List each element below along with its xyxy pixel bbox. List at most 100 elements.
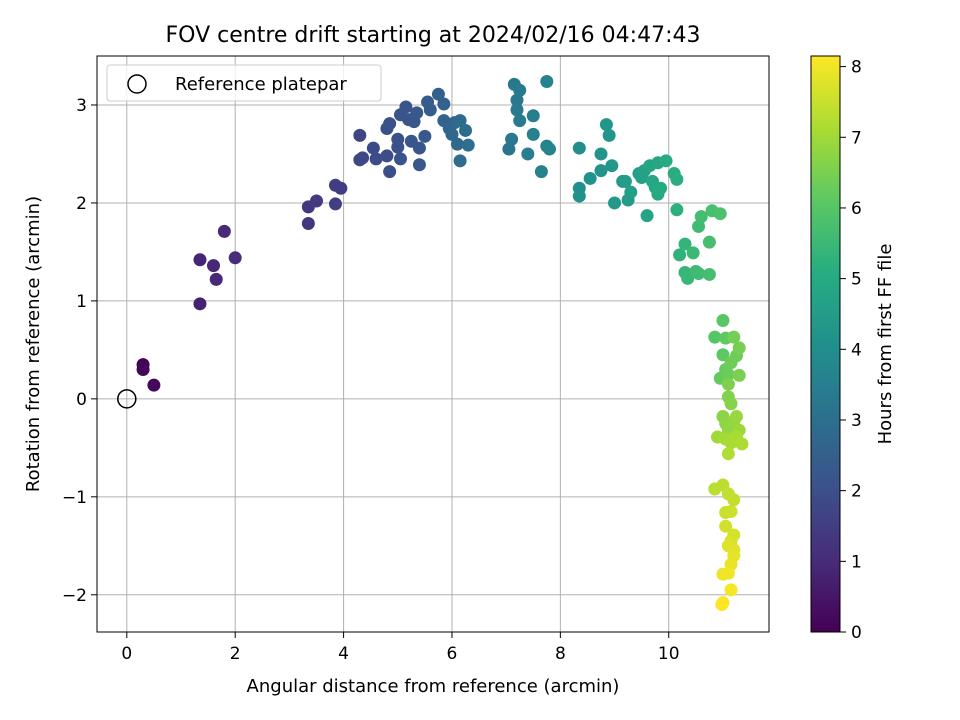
data-point xyxy=(721,566,735,580)
legend-box xyxy=(106,64,382,102)
data-point xyxy=(412,158,426,172)
data-point xyxy=(534,165,548,179)
data-point xyxy=(450,137,464,151)
data-point xyxy=(692,219,706,233)
data-point xyxy=(513,114,527,128)
data-point xyxy=(399,100,413,114)
data-point xyxy=(678,237,692,251)
x-tick-label: 0 xyxy=(121,644,132,664)
data-point xyxy=(369,152,383,166)
x-tick-label: 10 xyxy=(658,644,680,664)
data-point xyxy=(692,266,706,280)
data-point xyxy=(309,194,323,208)
plot-background xyxy=(97,56,769,632)
data-point xyxy=(659,154,673,168)
data-point xyxy=(727,493,741,507)
data-point xyxy=(670,172,684,186)
data-point xyxy=(727,330,741,344)
data-point xyxy=(453,114,467,128)
x-tick-label: 8 xyxy=(555,644,566,664)
x-tick-label: 4 xyxy=(338,644,349,664)
data-point xyxy=(217,224,231,238)
data-point xyxy=(380,149,394,163)
data-point xyxy=(423,103,437,117)
data-point xyxy=(526,109,540,123)
legend: Reference platepar xyxy=(106,64,382,102)
y-tick-label: 2 xyxy=(76,194,87,214)
y-tick-label: −1 xyxy=(62,488,87,508)
legend-marker-icon xyxy=(127,74,147,94)
data-point xyxy=(209,272,223,286)
y-axis-label: Rotation from reference (arcmin) xyxy=(23,196,44,492)
legend-label: Reference platepar xyxy=(175,74,347,95)
colorbar-tick-label: 2 xyxy=(851,482,862,502)
data-point xyxy=(147,378,161,392)
data-point xyxy=(670,203,684,217)
data-point xyxy=(193,253,207,267)
data-point xyxy=(393,152,407,166)
colorbar-tick-label: 8 xyxy=(851,58,862,78)
scatter-points xyxy=(136,74,749,612)
data-point xyxy=(366,141,380,155)
colorbar-tick-label: 7 xyxy=(851,128,862,148)
data-point xyxy=(526,127,540,141)
data-point xyxy=(513,83,527,97)
data-point xyxy=(540,74,554,88)
data-point xyxy=(735,437,749,451)
data-point xyxy=(721,377,735,391)
data-point xyxy=(410,106,424,120)
y-tick-label: 0 xyxy=(76,390,87,410)
y-tick-label: 3 xyxy=(76,96,87,116)
data-point xyxy=(654,181,668,195)
data-point xyxy=(724,505,738,519)
data-point xyxy=(445,127,459,141)
data-point xyxy=(716,348,730,362)
data-point xyxy=(334,181,348,195)
grid xyxy=(97,56,769,632)
data-point xyxy=(640,209,654,223)
data-point xyxy=(193,297,207,311)
data-point xyxy=(608,196,622,210)
data-point xyxy=(732,341,746,355)
data-point xyxy=(686,246,700,260)
data-point xyxy=(521,147,535,161)
data-point xyxy=(713,207,727,221)
colorbar-label: Hours from first FF file xyxy=(875,244,896,445)
data-point xyxy=(383,117,397,131)
data-point xyxy=(301,217,315,231)
colorbar: 0 1 2 3 4 5 6 7 8 Hours from first FF file xyxy=(810,55,896,643)
data-point xyxy=(431,87,445,101)
data-point xyxy=(618,174,632,188)
colorbar-ticks: 0 1 2 3 4 5 6 7 8 xyxy=(840,58,862,643)
data-point xyxy=(694,210,708,224)
colorbar-tick-label: 6 xyxy=(851,199,862,219)
data-point xyxy=(721,447,735,461)
data-point xyxy=(328,197,342,211)
data-point xyxy=(356,151,370,165)
data-point xyxy=(510,103,524,117)
colorbar-tick-label: 1 xyxy=(851,552,862,572)
data-point xyxy=(599,118,613,132)
data-point xyxy=(708,330,722,344)
data-point xyxy=(136,362,150,376)
data-point xyxy=(418,129,432,143)
x-tick-label: 2 xyxy=(230,644,241,664)
data-point xyxy=(719,519,733,533)
data-point xyxy=(510,93,524,107)
data-point xyxy=(721,367,735,381)
data-point xyxy=(602,128,616,142)
colorbar-tick-label: 4 xyxy=(851,340,862,360)
colorbar-tick-label: 3 xyxy=(851,411,862,431)
colorbar-gradient xyxy=(810,55,841,633)
data-point xyxy=(724,583,738,597)
reference-platepar-marker xyxy=(117,389,137,409)
data-point xyxy=(502,142,516,156)
data-point xyxy=(583,171,597,185)
plot-frame xyxy=(96,55,770,633)
data-point xyxy=(715,598,729,612)
data-point xyxy=(673,248,687,262)
x-axis-label: Angular distance from reference (arcmin) xyxy=(247,676,620,697)
data-point xyxy=(716,313,730,327)
data-point xyxy=(702,235,716,249)
